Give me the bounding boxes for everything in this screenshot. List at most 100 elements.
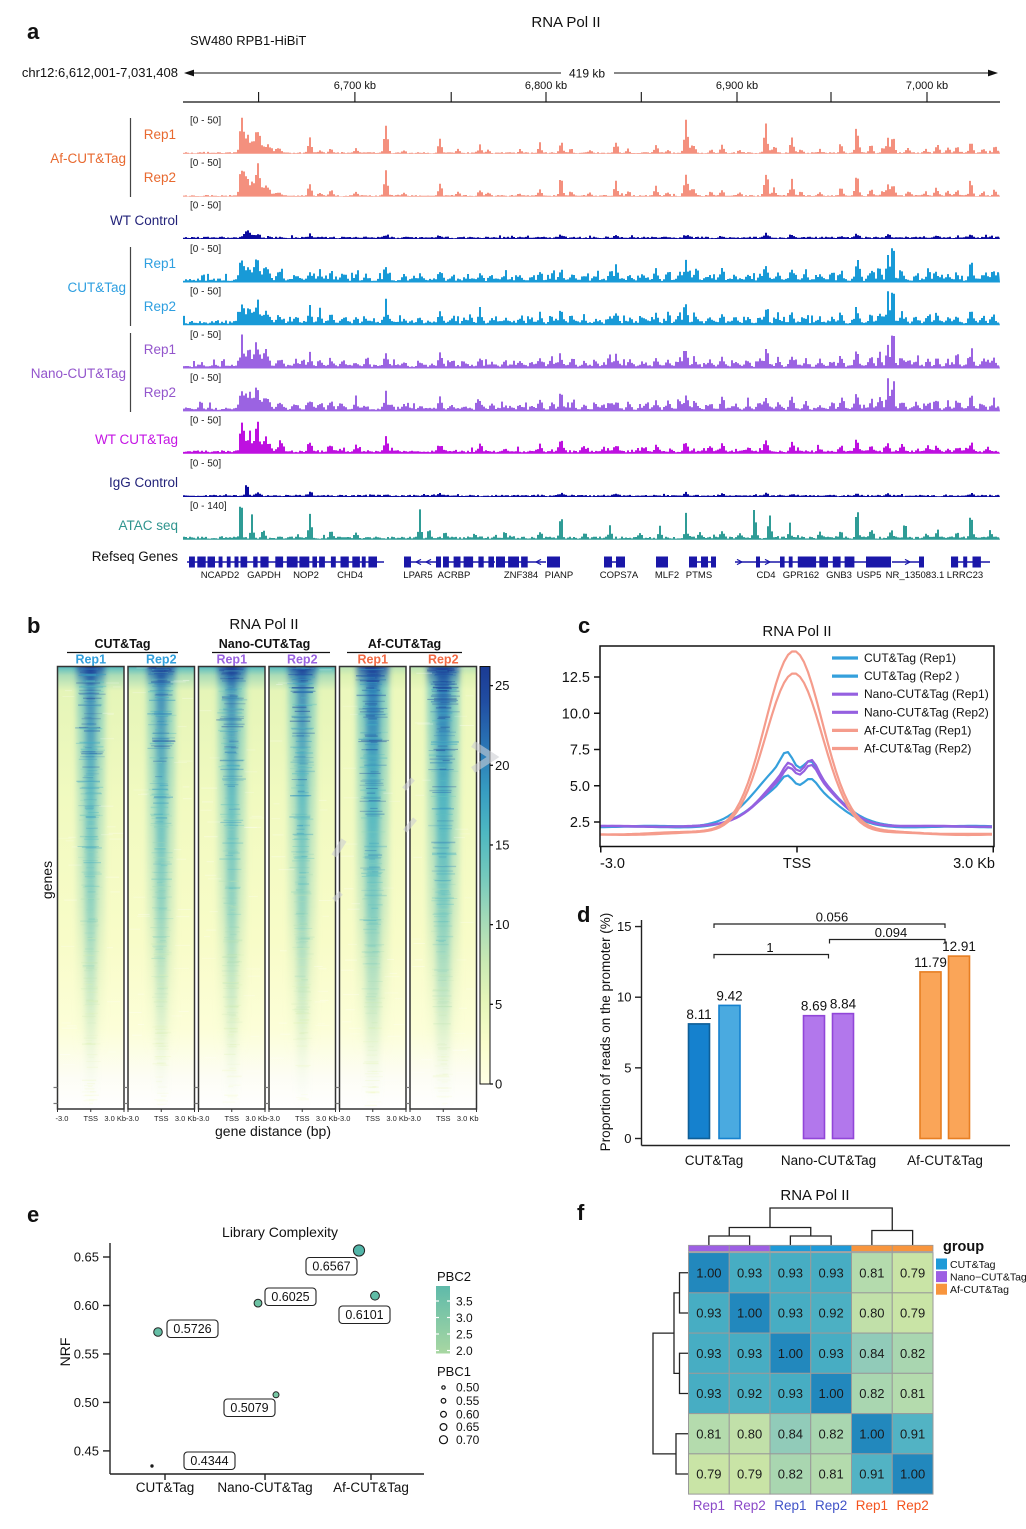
svg-text:[0 - 50]: [0 - 50]: [190, 287, 221, 298]
svg-text:0.82: 0.82: [818, 1426, 843, 1441]
svg-text:Proportion of reads on the pro: Proportion of reads on the promoter (%): [598, 913, 613, 1152]
svg-text:SW480 RPB1-HiBiT: SW480 RPB1-HiBiT: [190, 33, 306, 48]
svg-text:9.42: 9.42: [716, 988, 742, 1003]
svg-text:d: d: [577, 902, 590, 927]
svg-text:5: 5: [495, 997, 502, 1012]
svg-text:[0 - 50]: [0 - 50]: [190, 115, 221, 126]
svg-text:[0 - 50]: [0 - 50]: [190, 330, 221, 341]
svg-text:PTMS: PTMS: [686, 570, 712, 581]
svg-text:3.0 Kb: 3.0 Kb: [953, 856, 995, 872]
svg-text:0.93: 0.93: [818, 1346, 843, 1361]
svg-text:TSS: TSS: [295, 1114, 310, 1123]
svg-text:0.50: 0.50: [74, 1395, 99, 1410]
svg-text:Rep2: Rep2: [144, 385, 176, 400]
svg-text:TSS: TSS: [783, 856, 811, 872]
svg-text:7.5: 7.5: [570, 743, 590, 759]
svg-text:Nano-CUT&Tag: Nano-CUT&Tag: [219, 637, 310, 651]
svg-text:0.6025: 0.6025: [271, 1290, 309, 1304]
svg-text:3.0 Kb: 3.0 Kb: [175, 1114, 197, 1123]
svg-text:NOP2: NOP2: [293, 570, 319, 581]
svg-text:NR_135083.1: NR_135083.1: [886, 570, 945, 581]
svg-text:2.5: 2.5: [456, 1328, 473, 1342]
svg-text:GAPDH: GAPDH: [247, 570, 281, 581]
svg-text:gene distance (bp): gene distance (bp): [215, 1123, 331, 1139]
svg-text:1.00: 1.00: [737, 1306, 762, 1321]
svg-text:419 kb: 419 kb: [569, 67, 605, 81]
svg-text:0.81: 0.81: [900, 1386, 925, 1401]
svg-text:Nano-CUT&Tag: Nano-CUT&Tag: [31, 366, 126, 381]
svg-text:ATAC seq: ATAC seq: [118, 518, 178, 533]
svg-text:20: 20: [495, 758, 509, 773]
svg-text:Nano-CUT&Tag: Nano-CUT&Tag: [217, 1480, 312, 1495]
svg-text:-3.0: -3.0: [267, 1114, 280, 1123]
svg-text:ACRBP: ACRBP: [438, 570, 471, 581]
svg-text:Rep2: Rep2: [815, 1498, 847, 1513]
svg-text:3.5: 3.5: [456, 1295, 473, 1309]
svg-text:0.6101: 0.6101: [345, 1308, 383, 1322]
svg-text:7,000 kb: 7,000 kb: [906, 80, 948, 92]
svg-text:11.79: 11.79: [914, 955, 947, 970]
svg-text:Nano−CUT&Tag: Nano−CUT&Tag: [950, 1272, 1026, 1284]
svg-text:0.92: 0.92: [818, 1306, 843, 1321]
svg-text:USP5: USP5: [857, 570, 882, 581]
svg-text:0.84: 0.84: [859, 1346, 884, 1361]
svg-text:0.82: 0.82: [778, 1467, 803, 1482]
svg-text:[0 - 50]: [0 - 50]: [190, 459, 221, 470]
svg-text:a: a: [27, 19, 40, 44]
svg-text:CHD4: CHD4: [337, 570, 363, 581]
svg-text:0.60: 0.60: [74, 1298, 99, 1313]
svg-text:CUT&Tag: CUT&Tag: [67, 280, 126, 295]
svg-text:0.50: 0.50: [456, 1381, 480, 1395]
svg-text:0.93: 0.93: [818, 1265, 843, 1280]
svg-text:1.00: 1.00: [900, 1467, 925, 1482]
svg-text:GPR162: GPR162: [783, 570, 819, 581]
svg-text:0.93: 0.93: [778, 1306, 803, 1321]
svg-text:[0 - 50]: [0 - 50]: [190, 244, 221, 255]
svg-text:0.91: 0.91: [900, 1426, 925, 1441]
svg-text:PBC2: PBC2: [437, 1269, 471, 1284]
svg-text:8.69: 8.69: [801, 999, 827, 1014]
svg-text:Rep1: Rep1: [216, 653, 247, 667]
svg-text:8.11: 8.11: [686, 1007, 711, 1022]
svg-text:RNA Pol II: RNA Pol II: [531, 14, 600, 31]
svg-text:CUT&Tag (Rep1): CUT&Tag (Rep1): [864, 651, 956, 665]
svg-text:6,900 kb: 6,900 kb: [716, 80, 758, 92]
svg-text:0.93: 0.93: [696, 1386, 721, 1401]
svg-text:0.79: 0.79: [696, 1467, 721, 1482]
svg-text:CUT&Tag: CUT&Tag: [950, 1259, 996, 1271]
svg-text:3.0 Kb: 3.0 Kb: [316, 1114, 338, 1123]
svg-text:CUT&Tag: CUT&Tag: [94, 637, 150, 651]
svg-text:CUT&Tag: CUT&Tag: [685, 1153, 744, 1168]
svg-text:Af-CUT&Tag: Af-CUT&Tag: [50, 151, 126, 166]
svg-text:IgG Control: IgG Control: [109, 475, 178, 490]
svg-text:[0 - 50]: [0 - 50]: [190, 415, 221, 426]
svg-text:0.79: 0.79: [737, 1467, 762, 1482]
svg-text:NCAPD2: NCAPD2: [201, 570, 240, 581]
svg-text:10.0: 10.0: [562, 706, 590, 722]
svg-text:1.00: 1.00: [778, 1346, 803, 1361]
svg-text:0.79: 0.79: [900, 1306, 925, 1321]
svg-text:1.00: 1.00: [859, 1426, 884, 1441]
svg-text:5: 5: [624, 1060, 631, 1075]
svg-text:CUT&Tag: CUT&Tag: [136, 1480, 195, 1495]
svg-text:[0 - 50]: [0 - 50]: [190, 158, 221, 169]
svg-text:0.93: 0.93: [737, 1346, 762, 1361]
svg-text:PBC1: PBC1: [437, 1364, 471, 1379]
svg-text:0.84: 0.84: [778, 1426, 803, 1441]
svg-text:0.82: 0.82: [900, 1346, 925, 1361]
svg-text:-3.0: -3.0: [197, 1114, 210, 1123]
svg-text:6,800 kb: 6,800 kb: [525, 80, 567, 92]
svg-text:3.0 Kb: 3.0 Kb: [386, 1114, 408, 1123]
svg-text:b: b: [27, 613, 40, 638]
svg-text:f: f: [577, 1200, 585, 1225]
svg-text:0.81: 0.81: [818, 1467, 843, 1482]
svg-text:Rep2: Rep2: [287, 653, 318, 667]
svg-text:0.5726: 0.5726: [173, 1322, 211, 1336]
svg-text:0.92: 0.92: [737, 1386, 762, 1401]
svg-text:CUT&Tag (Rep2 ): CUT&Tag (Rep2 ): [864, 669, 959, 683]
svg-text:Rep2: Rep2: [144, 299, 176, 314]
svg-text:0.80: 0.80: [859, 1306, 884, 1321]
svg-text:6,700 kb: 6,700 kb: [334, 80, 376, 92]
svg-text:-3.0: -3.0: [56, 1114, 69, 1123]
svg-text:TSS: TSS: [154, 1114, 169, 1123]
